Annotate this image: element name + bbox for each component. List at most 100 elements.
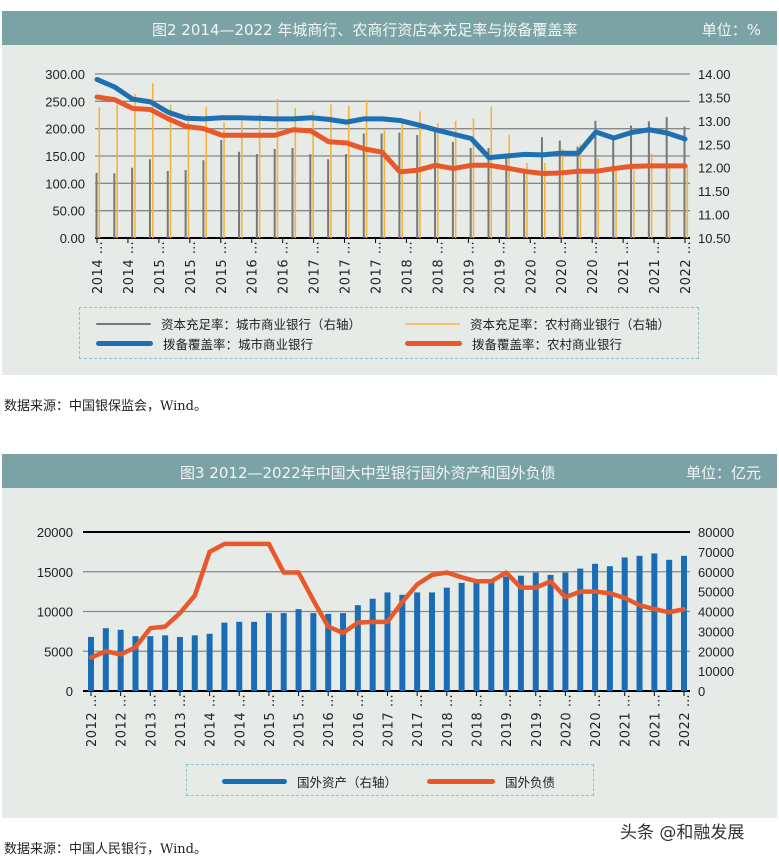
watermark: 头条 @和融发展 (620, 823, 745, 843)
bar (398, 132, 401, 238)
bar (347, 105, 350, 238)
series-line (94, 76, 688, 161)
bar (220, 140, 223, 238)
legend-item-foreign-assets: 国外资产（右轴） (222, 772, 397, 791)
bar (532, 572, 539, 691)
legend-swatch (405, 341, 462, 346)
bar (579, 144, 582, 238)
x-tick-label: 2014 … (204, 694, 219, 747)
bar (577, 568, 584, 691)
legend-label: 国外负债 (505, 775, 556, 790)
bar (668, 167, 671, 238)
bar (469, 148, 472, 238)
bar (647, 121, 650, 238)
bar (636, 555, 643, 691)
legend-swatch (222, 779, 287, 784)
bar (223, 122, 225, 238)
bar (258, 114, 261, 238)
x-tick-label: 2018 … (431, 241, 446, 294)
bar (102, 628, 109, 691)
bar (380, 133, 383, 238)
x-tick-label: 2019 … (500, 694, 515, 747)
bar (362, 133, 365, 238)
bar (98, 107, 101, 238)
x-tick-label: 2017 … (308, 241, 323, 294)
bar (383, 130, 386, 238)
bar (131, 167, 134, 238)
x-tick-label: 2021 … (648, 241, 663, 294)
x-tick-label: 2019 … (493, 241, 508, 294)
bar (686, 165, 689, 238)
y-right-tick-label: 0 (698, 684, 705, 699)
bar (312, 111, 314, 238)
bar (517, 575, 524, 691)
bar (206, 633, 213, 691)
figure3-chart: 0 5000 10000 15000 20000 0 10000 20000 30000 4000… (37, 525, 734, 747)
x-tick-label: 2012 … (85, 694, 100, 747)
x-tick-label: 2013 … (144, 694, 159, 747)
y-left-tick-label: 300.00 (45, 67, 85, 82)
bar (508, 134, 510, 238)
bar (473, 582, 480, 691)
y-right-tick-label: 40000 (698, 605, 734, 620)
x-tick-label: 2017 … (370, 241, 385, 294)
figure3-title: 图3 2012—2022年中国大中型银行国外资产和国外负债 (180, 464, 556, 482)
figure3-source: 数据来源：中国人民银行，Wind。 (4, 842, 207, 857)
bar (594, 120, 597, 238)
y-left-tick-label: 0 (66, 684, 73, 699)
bar (265, 613, 272, 691)
y-right-tick-label: 14.00 (698, 67, 731, 82)
bar (434, 130, 437, 238)
bar (330, 104, 332, 238)
y-right-tick-label: 50000 (698, 585, 734, 600)
y-left-tick-label: 250.00 (45, 94, 85, 109)
figure2-source: 数据来源：中国银保监会，Wind。 (4, 399, 207, 414)
bar (184, 170, 187, 238)
x-tick-label: 2020 … (555, 241, 570, 294)
bar (295, 609, 302, 691)
bar (681, 555, 687, 691)
bar (151, 83, 154, 238)
legend-item-rural-car: 资本充足率：农村商业银行（右轴） (405, 314, 670, 333)
bar (665, 117, 668, 238)
figure2-chart: 0.00 50.00 100.00 150.00 200.00 250.00 300.00 1… (45, 67, 731, 294)
bar (309, 154, 312, 238)
bar (365, 99, 368, 239)
bar (419, 111, 421, 238)
bar (95, 172, 98, 238)
bar (384, 592, 391, 691)
bar (621, 557, 628, 691)
bar (630, 125, 633, 238)
bar (454, 120, 457, 238)
y-right-tick-label: 10000 (698, 664, 734, 679)
x-tick-label: 2013 … (174, 694, 189, 747)
x-tick-label: 2016 … (352, 694, 367, 747)
x-tick-label: 2014 … (122, 241, 137, 294)
bar (526, 163, 528, 238)
bar (236, 621, 243, 691)
x-tick-label: 2016 … (322, 694, 337, 747)
bar (241, 120, 243, 238)
x-tick-label: 2022 … (678, 694, 693, 747)
bar (505, 153, 508, 238)
bar (280, 613, 287, 691)
legend-item-rural-provision: 拨备覆盖率：农村商业银行 (405, 334, 622, 353)
y-right-tick-label: 20000 (698, 644, 734, 659)
bar (116, 104, 118, 238)
y-left-tick-label: 10000 (37, 605, 73, 620)
bar (169, 104, 172, 238)
y-left-tick-label: 150.00 (45, 149, 85, 164)
y-right-tick-label: 11.00 (698, 208, 730, 223)
x-tick-label: 2015 … (263, 694, 278, 747)
bar (443, 587, 450, 691)
bar (176, 636, 183, 691)
bar (148, 159, 151, 238)
bar (487, 148, 490, 238)
x-tick-label: 2018 … (470, 694, 485, 747)
x-tick-label: 2022 … (679, 241, 694, 294)
x-tick-label: 2014 … (91, 241, 106, 294)
bar (255, 154, 258, 238)
bar (666, 559, 673, 691)
x-tick-label: 2012 … (115, 694, 130, 747)
y-right-tick-label: 12.00 (698, 161, 731, 176)
